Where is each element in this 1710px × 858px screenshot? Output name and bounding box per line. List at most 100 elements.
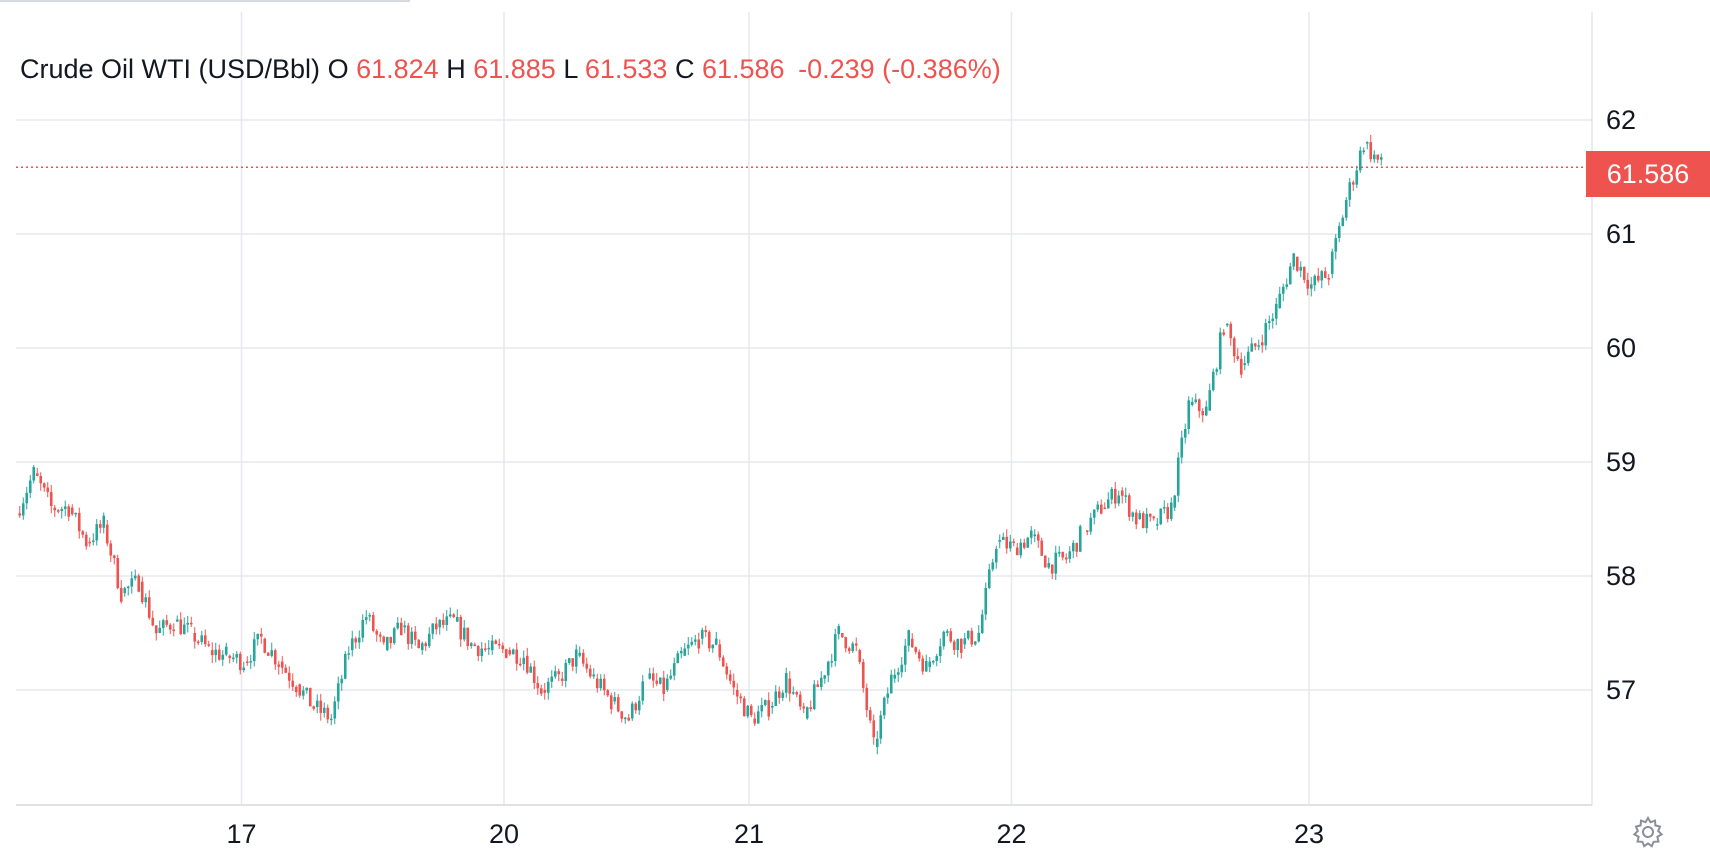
candle-up (25, 492, 29, 504)
candle-up (361, 619, 365, 638)
candle-down (483, 648, 487, 650)
candle-up (812, 684, 816, 710)
candle-down (378, 634, 382, 637)
close-value: 61.586 (701, 54, 785, 84)
candle-down (417, 639, 421, 649)
candle-up (186, 622, 190, 625)
candle-up (1246, 351, 1250, 364)
candle-down (298, 684, 302, 696)
candle-up (1365, 142, 1369, 144)
candle-down (189, 622, 193, 625)
candle-down (1236, 356, 1240, 359)
gear-icon[interactable] (1631, 815, 1665, 849)
candle-down (217, 649, 221, 660)
candle-down (798, 694, 802, 707)
candle-up (1204, 406, 1208, 416)
candle-up (683, 648, 687, 656)
candle-down (193, 633, 197, 642)
candle-up (1288, 266, 1292, 285)
candle-up (1362, 150, 1366, 153)
candle-up (329, 718, 333, 721)
candle-down (1369, 142, 1373, 160)
y-tick-label: 61 (1606, 219, 1636, 249)
candle-up (455, 616, 459, 622)
candle-down (308, 687, 312, 707)
candle-up (175, 619, 179, 622)
candle-up (522, 657, 526, 665)
candle-down (742, 698, 746, 717)
candle-up (431, 623, 435, 634)
candle-down (1316, 275, 1320, 281)
candle-up (529, 666, 533, 673)
candle-up (1211, 371, 1215, 391)
candle-down (1064, 557, 1068, 560)
candle-down (518, 663, 522, 666)
candle-up (343, 654, 347, 679)
candle-down (1197, 399, 1201, 412)
candle-down (203, 635, 207, 645)
candle-down (525, 655, 529, 673)
candle-down (116, 557, 120, 589)
candle-up (599, 678, 603, 689)
candle-up (826, 661, 830, 676)
candle-down (1327, 277, 1331, 280)
candle-up (1257, 345, 1261, 347)
candle-down (1075, 542, 1079, 552)
candle-up (770, 705, 774, 708)
x-tick-label: 22 (996, 819, 1026, 849)
candle-down (571, 658, 575, 667)
candle-up (74, 512, 78, 515)
y-tick-label: 60 (1606, 333, 1636, 363)
candle-down (767, 700, 771, 717)
candle-up (1029, 530, 1033, 538)
candle-down (735, 690, 739, 697)
candle-up (991, 562, 995, 570)
candle-up (763, 700, 767, 705)
symbol-name: Crude Oil WTI (USD/Bbl) (20, 54, 321, 84)
candle-up (931, 661, 935, 663)
candle-down (196, 641, 200, 644)
candle-up (200, 635, 204, 642)
candle-down (280, 661, 284, 668)
candle-down (861, 662, 865, 688)
candle-up (1267, 321, 1271, 324)
candle-down (914, 647, 918, 652)
candle-down (739, 696, 743, 699)
candle-up (546, 681, 550, 693)
candle-up (879, 715, 883, 739)
candle-down (1127, 495, 1131, 517)
candle-up (102, 515, 106, 528)
candle-up (900, 664, 904, 673)
low-label: L (563, 54, 578, 84)
candle-down (1222, 332, 1226, 335)
candle-up (1379, 157, 1383, 160)
candle-up (487, 647, 491, 650)
candle-down (497, 643, 501, 646)
candle-up (690, 641, 694, 645)
candle-up (95, 524, 99, 541)
candle-up (1176, 457, 1180, 496)
last-price-label: 61.586 (1586, 151, 1710, 197)
candle-up (567, 658, 571, 663)
candle-down (1201, 411, 1205, 416)
candle-up (1264, 323, 1268, 346)
candle-down (1085, 530, 1089, 532)
candle-up (903, 645, 907, 665)
candle-up (60, 509, 64, 512)
candle-down (112, 555, 116, 558)
ohlc-legend: Crude Oil WTI (USD/Bbl) O 61.824 H 61.88… (20, 54, 1001, 85)
candle-up (907, 630, 911, 646)
candle-up (364, 617, 368, 620)
candle-down (1012, 541, 1016, 544)
candle-down (721, 657, 725, 667)
candle-up (613, 697, 617, 702)
candle-down (1148, 513, 1152, 517)
candle-up (875, 738, 879, 747)
candle-up (123, 588, 127, 594)
candle-down (1141, 513, 1145, 529)
candle-up (833, 634, 837, 662)
candle-up (1225, 323, 1229, 326)
candle-down (917, 651, 921, 659)
